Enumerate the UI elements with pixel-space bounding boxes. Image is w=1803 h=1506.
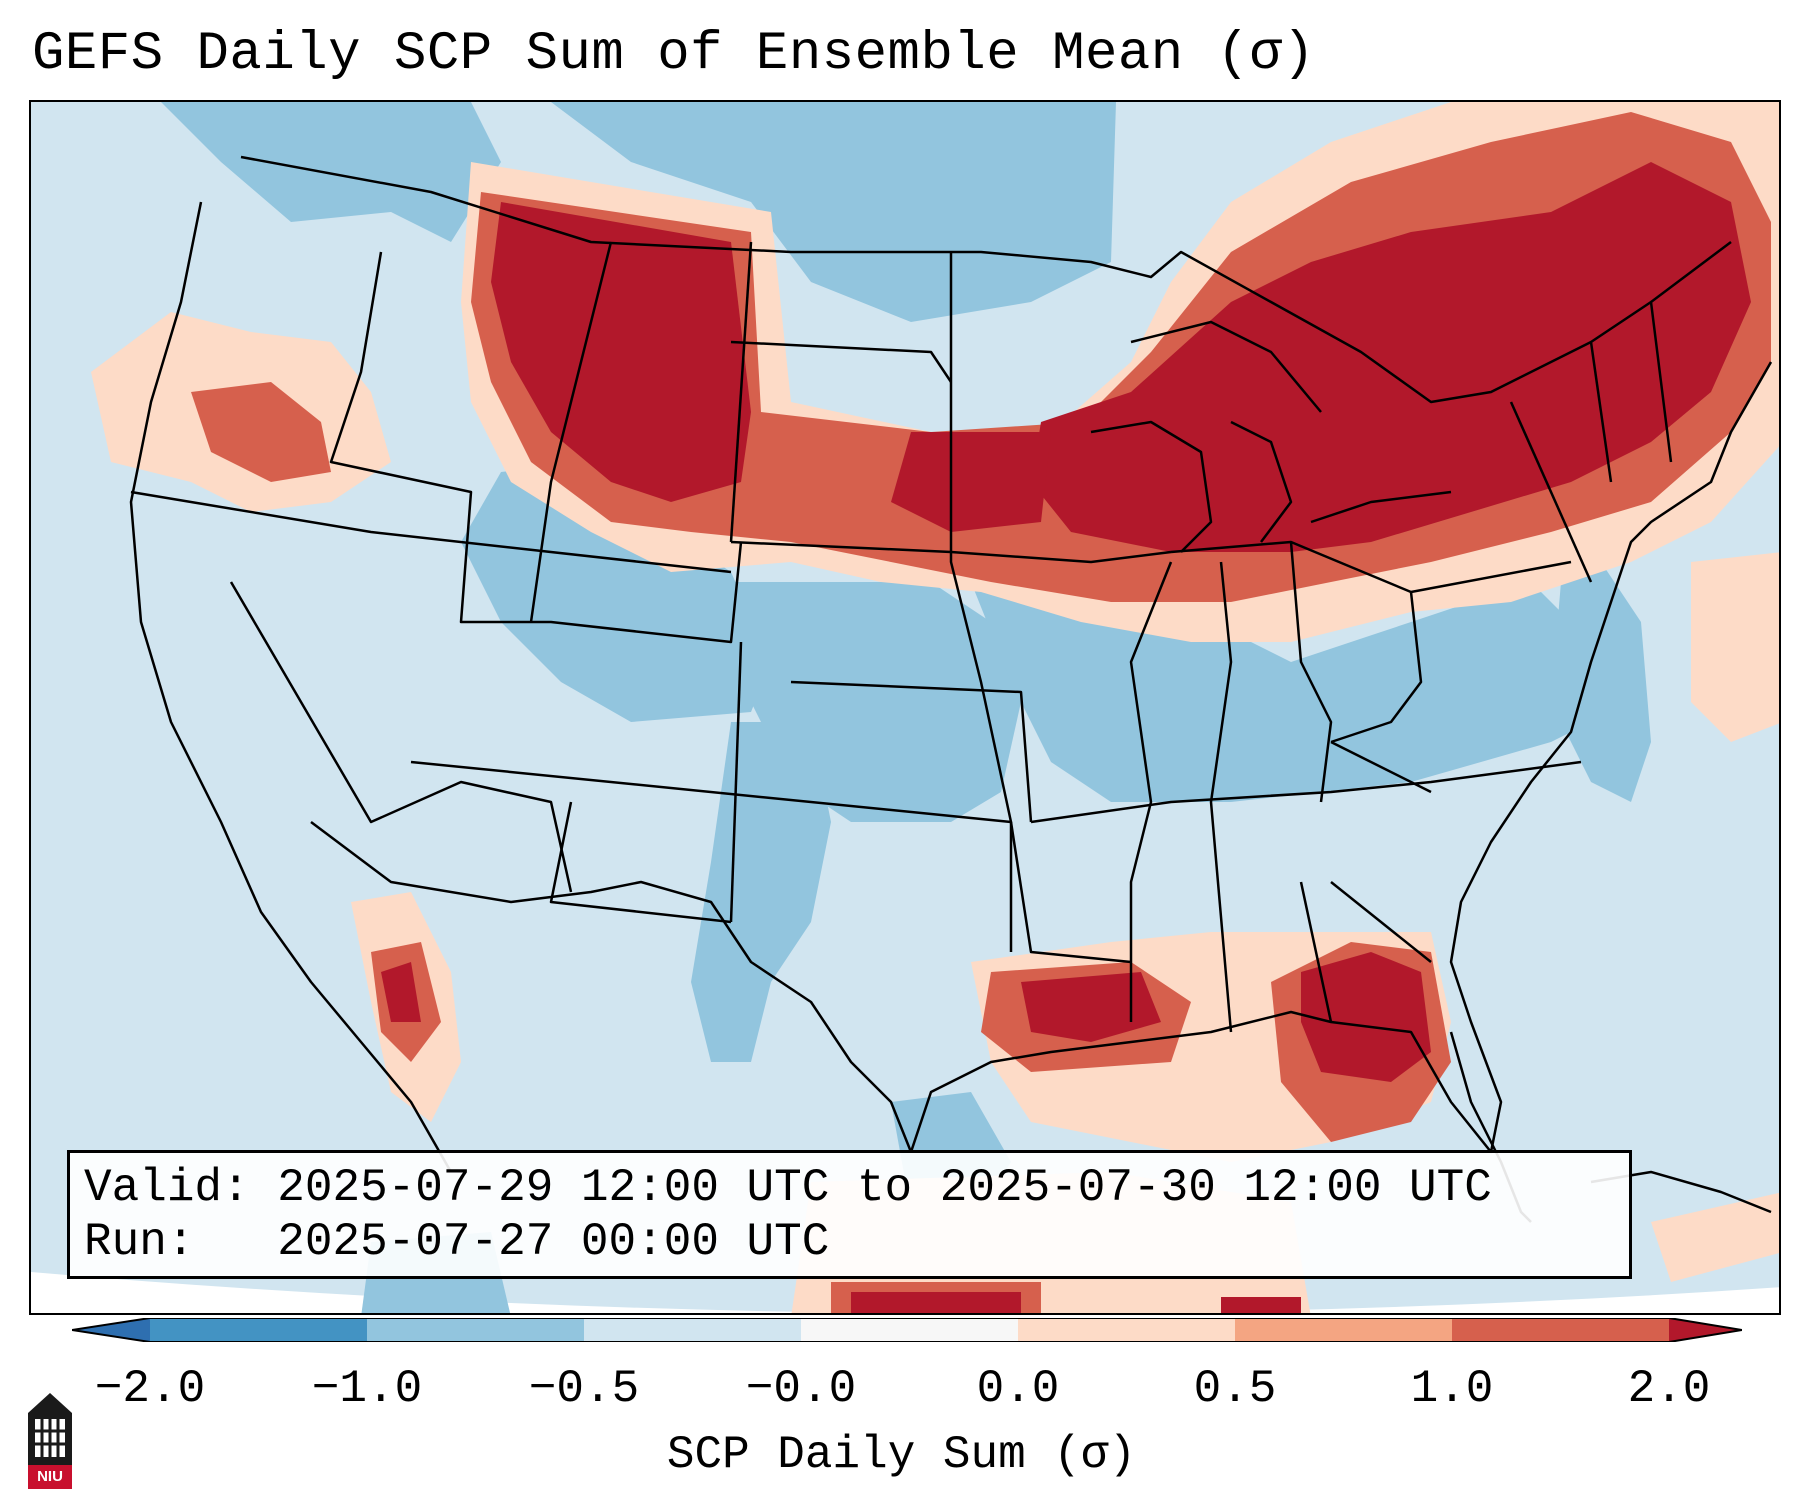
state-line: [229, 581, 573, 893]
colorbar-tick-label: −1.0: [311, 1363, 423, 1415]
state-line: [1330, 591, 1423, 744]
state-line: [1649, 301, 1673, 463]
colorbar: [72, 1318, 1742, 1342]
run-row: Run: 2025-07-27 00:00 UTC: [84, 1215, 1615, 1269]
positive-anomaly-strong-regions: [381, 162, 1751, 1313]
negative-region-atlantic: [1551, 562, 1651, 802]
colorbar-tick-label: −0.5: [528, 1363, 640, 1415]
state-line: [729, 241, 753, 543]
negative-region-canada-west: [161, 102, 501, 242]
state-line: [549, 801, 732, 924]
colorbar-bin: [1452, 1318, 1669, 1342]
state-line: [410, 760, 1012, 824]
negative-anomaly-regions: [161, 102, 1651, 1313]
state-line: [730, 340, 953, 383]
university-tower-icon: [28, 1393, 72, 1489]
state-line: [1030, 760, 1582, 824]
colorbar-extend-low: [72, 1318, 150, 1342]
colorbar-tick-label: 0.5: [1193, 1363, 1277, 1415]
great-lakes: [1090, 320, 1452, 553]
state-line: [130, 490, 732, 574]
colorbar-bin: [150, 1318, 367, 1342]
state-line: [1289, 541, 1333, 803]
state-line: [1330, 740, 1432, 794]
state-line: [729, 641, 743, 923]
run-value: 2025-07-27 00:00 UTC: [277, 1216, 830, 1268]
colorbar-bin: [1018, 1318, 1235, 1342]
canada-border: [240, 155, 1732, 404]
state-line: [1589, 341, 1613, 483]
colorbar-tick-label: −2.0: [94, 1363, 206, 1415]
west-coast: [129, 201, 453, 1173]
colorbar-extend-high: [1669, 1318, 1742, 1342]
negative-region-intermountain: [461, 462, 771, 722]
strong-region-upper-midwest-northeast: [1031, 162, 1751, 552]
strong-region-gulf-east: [1301, 952, 1431, 1082]
state-line: [790, 680, 1033, 823]
valid-row: Valid: 2025-07-29 12:00 UTC to 2025-07-3…: [84, 1161, 1615, 1215]
colorbar-tick-label: 1.0: [1410, 1363, 1494, 1415]
scp-map: [31, 102, 1779, 1313]
state-line: [1009, 821, 1132, 964]
negative-region-south-plains: [691, 722, 831, 1062]
colorbar-bin: [801, 1318, 1018, 1342]
positive-region-atlantic-east: [1691, 552, 1779, 742]
positive-region-southeast-coast: [1651, 1192, 1779, 1282]
state-line: [529, 241, 613, 623]
state-line: [1299, 881, 1333, 1023]
state-boundaries: [129, 155, 1773, 1223]
valid-label: Valid:: [84, 1162, 250, 1214]
strong-region-montana: [491, 202, 751, 502]
valid-value: 2025-07-29 12:00 UTC to 2025-07-30 12:00…: [277, 1162, 1492, 1214]
strong-region-gulf-west: [1021, 972, 1161, 1042]
state-line: [949, 252, 1013, 952]
strong-region-baja: [381, 962, 421, 1022]
mexico-border: [310, 821, 913, 1153]
state-line: [329, 251, 743, 644]
state-line: [1129, 561, 1173, 1022]
strong-region-central-plains: [891, 432, 1051, 532]
colorbar-label: SCP Daily Sum (σ): [666, 1429, 1137, 1481]
colorbar-tick-label: −0.0: [745, 1363, 857, 1415]
state-line: [1209, 561, 1233, 1033]
map-title: GEFS Daily SCP Sum of Ensemble Mean (σ): [32, 24, 1316, 85]
colorbar-bin: [367, 1318, 584, 1342]
gulf-coast: [909, 361, 1773, 1154]
strong-region-cuba-south: [1221, 1297, 1301, 1313]
run-label: Run:: [84, 1216, 195, 1268]
negative-region-canada-central: [551, 102, 1116, 322]
state-line: [1509, 401, 1593, 583]
map-panel: [29, 100, 1781, 1315]
colorbar-tick-label: 0.0: [976, 1363, 1060, 1415]
state-line: [1170, 540, 1572, 594]
state-line: [1330, 881, 1432, 963]
strong-region-gulf-bottom: [851, 1292, 1021, 1313]
medium-region-oregon: [191, 382, 331, 482]
state-line: [730, 540, 1172, 564]
colorbar-tick-label: 2.0: [1627, 1363, 1711, 1415]
logo-text: NIU: [37, 1468, 63, 1485]
colorbar-bin: [584, 1318, 801, 1342]
valid-run-info-box: Valid: 2025-07-29 12:00 UTC to 2025-07-3…: [67, 1150, 1632, 1279]
colorbar-bin: [1235, 1318, 1452, 1342]
